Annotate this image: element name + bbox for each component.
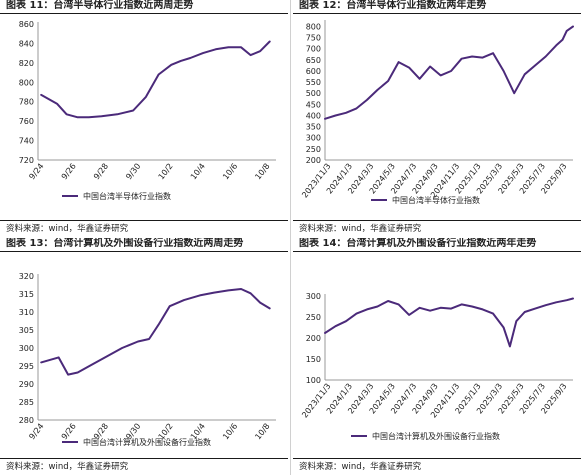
- y-tick-label: 250: [306, 313, 321, 322]
- x-tick-label: 9/26: [60, 162, 78, 182]
- legend-label: 中国台湾计算机及外围设备行业指数: [83, 437, 211, 447]
- y-tick-label: 700: [306, 45, 321, 54]
- y-tick-label: 100: [306, 376, 321, 385]
- chart-source: 资料来源：wind，华鑫证券研究: [0, 220, 288, 236]
- x-tick-label: 10/8: [253, 162, 271, 182]
- y-tick-label: 300: [306, 134, 321, 143]
- chart-panel-13: 图表 13：台湾计算机及外围设备行业指数近两周走势 280 285 290 295 30…: [0, 238, 288, 474]
- y-tick-label: 800: [306, 22, 321, 31]
- y-tick-label: 300: [306, 292, 321, 301]
- x-tick-label: 10/6: [221, 162, 239, 182]
- chart-source: 资料来源：wind，华鑫证券研究: [293, 458, 581, 474]
- y-tick-label: 150: [306, 355, 321, 364]
- y-tick-label: 600: [306, 67, 321, 76]
- y-tick-label: 750: [306, 34, 321, 43]
- chart-svg-computer-2y: 1001502002503002023/11/32024/1/32024/3/3…: [300, 292, 574, 441]
- y-tick-label: 310: [19, 308, 34, 317]
- legend-label: 中国台湾半导体行业指数: [392, 195, 480, 205]
- y-tick-label: 550: [306, 78, 321, 87]
- y-tick-label: 315: [19, 290, 34, 299]
- y-tick-label: 290: [19, 380, 34, 389]
- y-tick-label: 305: [19, 326, 34, 335]
- x-tick-label: 10/2: [157, 162, 175, 182]
- legend-label: 中国台湾半导体行业指数: [83, 191, 171, 201]
- y-tick-label: 500: [306, 89, 321, 98]
- chart-title: 图表 12：台湾半导体行业指数近两年走势: [293, 0, 581, 14]
- y-tick-label: 285: [19, 398, 34, 407]
- x-tick-label: 9/28: [92, 162, 110, 182]
- y-tick-label: 650: [306, 56, 321, 65]
- panel-divider: [290, 0, 291, 475]
- y-tick-label: 800: [19, 78, 34, 87]
- chart-panel-11: 图表 11：台湾半导体行业指数近两周走势 720 740 760 780 800 820 8…: [0, 0, 288, 236]
- x-tick-label: 2023/11/3: [300, 382, 332, 420]
- x-tick-label: 10/8: [253, 422, 271, 442]
- x-tick-label: 2023/11/3: [300, 162, 332, 200]
- legend-label: 中国台湾计算机及外围设备行业指数: [372, 431, 500, 441]
- chart-panel-12: 图表 12：台湾半导体行业指数近两年走势 200 250 300 350 400 450 5…: [293, 0, 581, 236]
- y-tick-label: 840: [19, 39, 34, 48]
- y-tick-label: 200: [306, 334, 321, 343]
- y-tick-label: 740: [19, 137, 34, 146]
- x-tick-label: 10/4: [189, 162, 207, 182]
- chart-title: 图表 13：台湾计算机及外围设备行业指数近两周走势: [0, 238, 288, 252]
- y-tick-label: 295: [19, 362, 34, 371]
- x-tick-label: 9/26: [60, 422, 78, 442]
- chart-source: 资料来源：wind，华鑫证券研究: [293, 220, 581, 236]
- y-tick-label: 400: [306, 111, 321, 120]
- chart-svg-semiconductor-2y: 200 250 300 350 400 450 500 550 600 650 700 750 800 2…: [300, 20, 574, 205]
- y-tick-label: 200: [306, 156, 321, 165]
- x-tick-label: 9/30: [124, 162, 142, 182]
- chart-panel-14: 图表 14：台湾计算机及外围设备行业指数近两年走势 100 150 200 250 30…: [293, 238, 581, 474]
- y-tick-label: 720: [19, 156, 34, 165]
- y-tick-label: 760: [19, 117, 34, 126]
- y-tick-label: 860: [19, 20, 34, 29]
- chart-title: 图表 14：台湾计算机及外围设备行业指数近两年走势: [293, 238, 581, 252]
- x-tick-label: 10/6: [221, 422, 239, 442]
- chart-title: 图表 11：台湾半导体行业指数近两周走势: [0, 0, 288, 14]
- y-tick-label: 350: [306, 123, 321, 132]
- y-tick-label: 780: [19, 98, 34, 107]
- series-line: [40, 40, 271, 119]
- y-tick-label: 280: [19, 416, 34, 425]
- series-line: [324, 25, 574, 120]
- chart-source: 资料来源：wind，华鑫证券研究: [0, 458, 288, 474]
- y-tick-label: 320: [19, 272, 34, 281]
- y-tick-label: 820: [19, 59, 34, 68]
- y-tick-label: 300: [19, 344, 34, 353]
- series-line: [40, 288, 271, 376]
- series-line: [324, 297, 574, 348]
- y-tick-label: 250: [306, 145, 321, 154]
- y-tick-label: 450: [306, 100, 321, 109]
